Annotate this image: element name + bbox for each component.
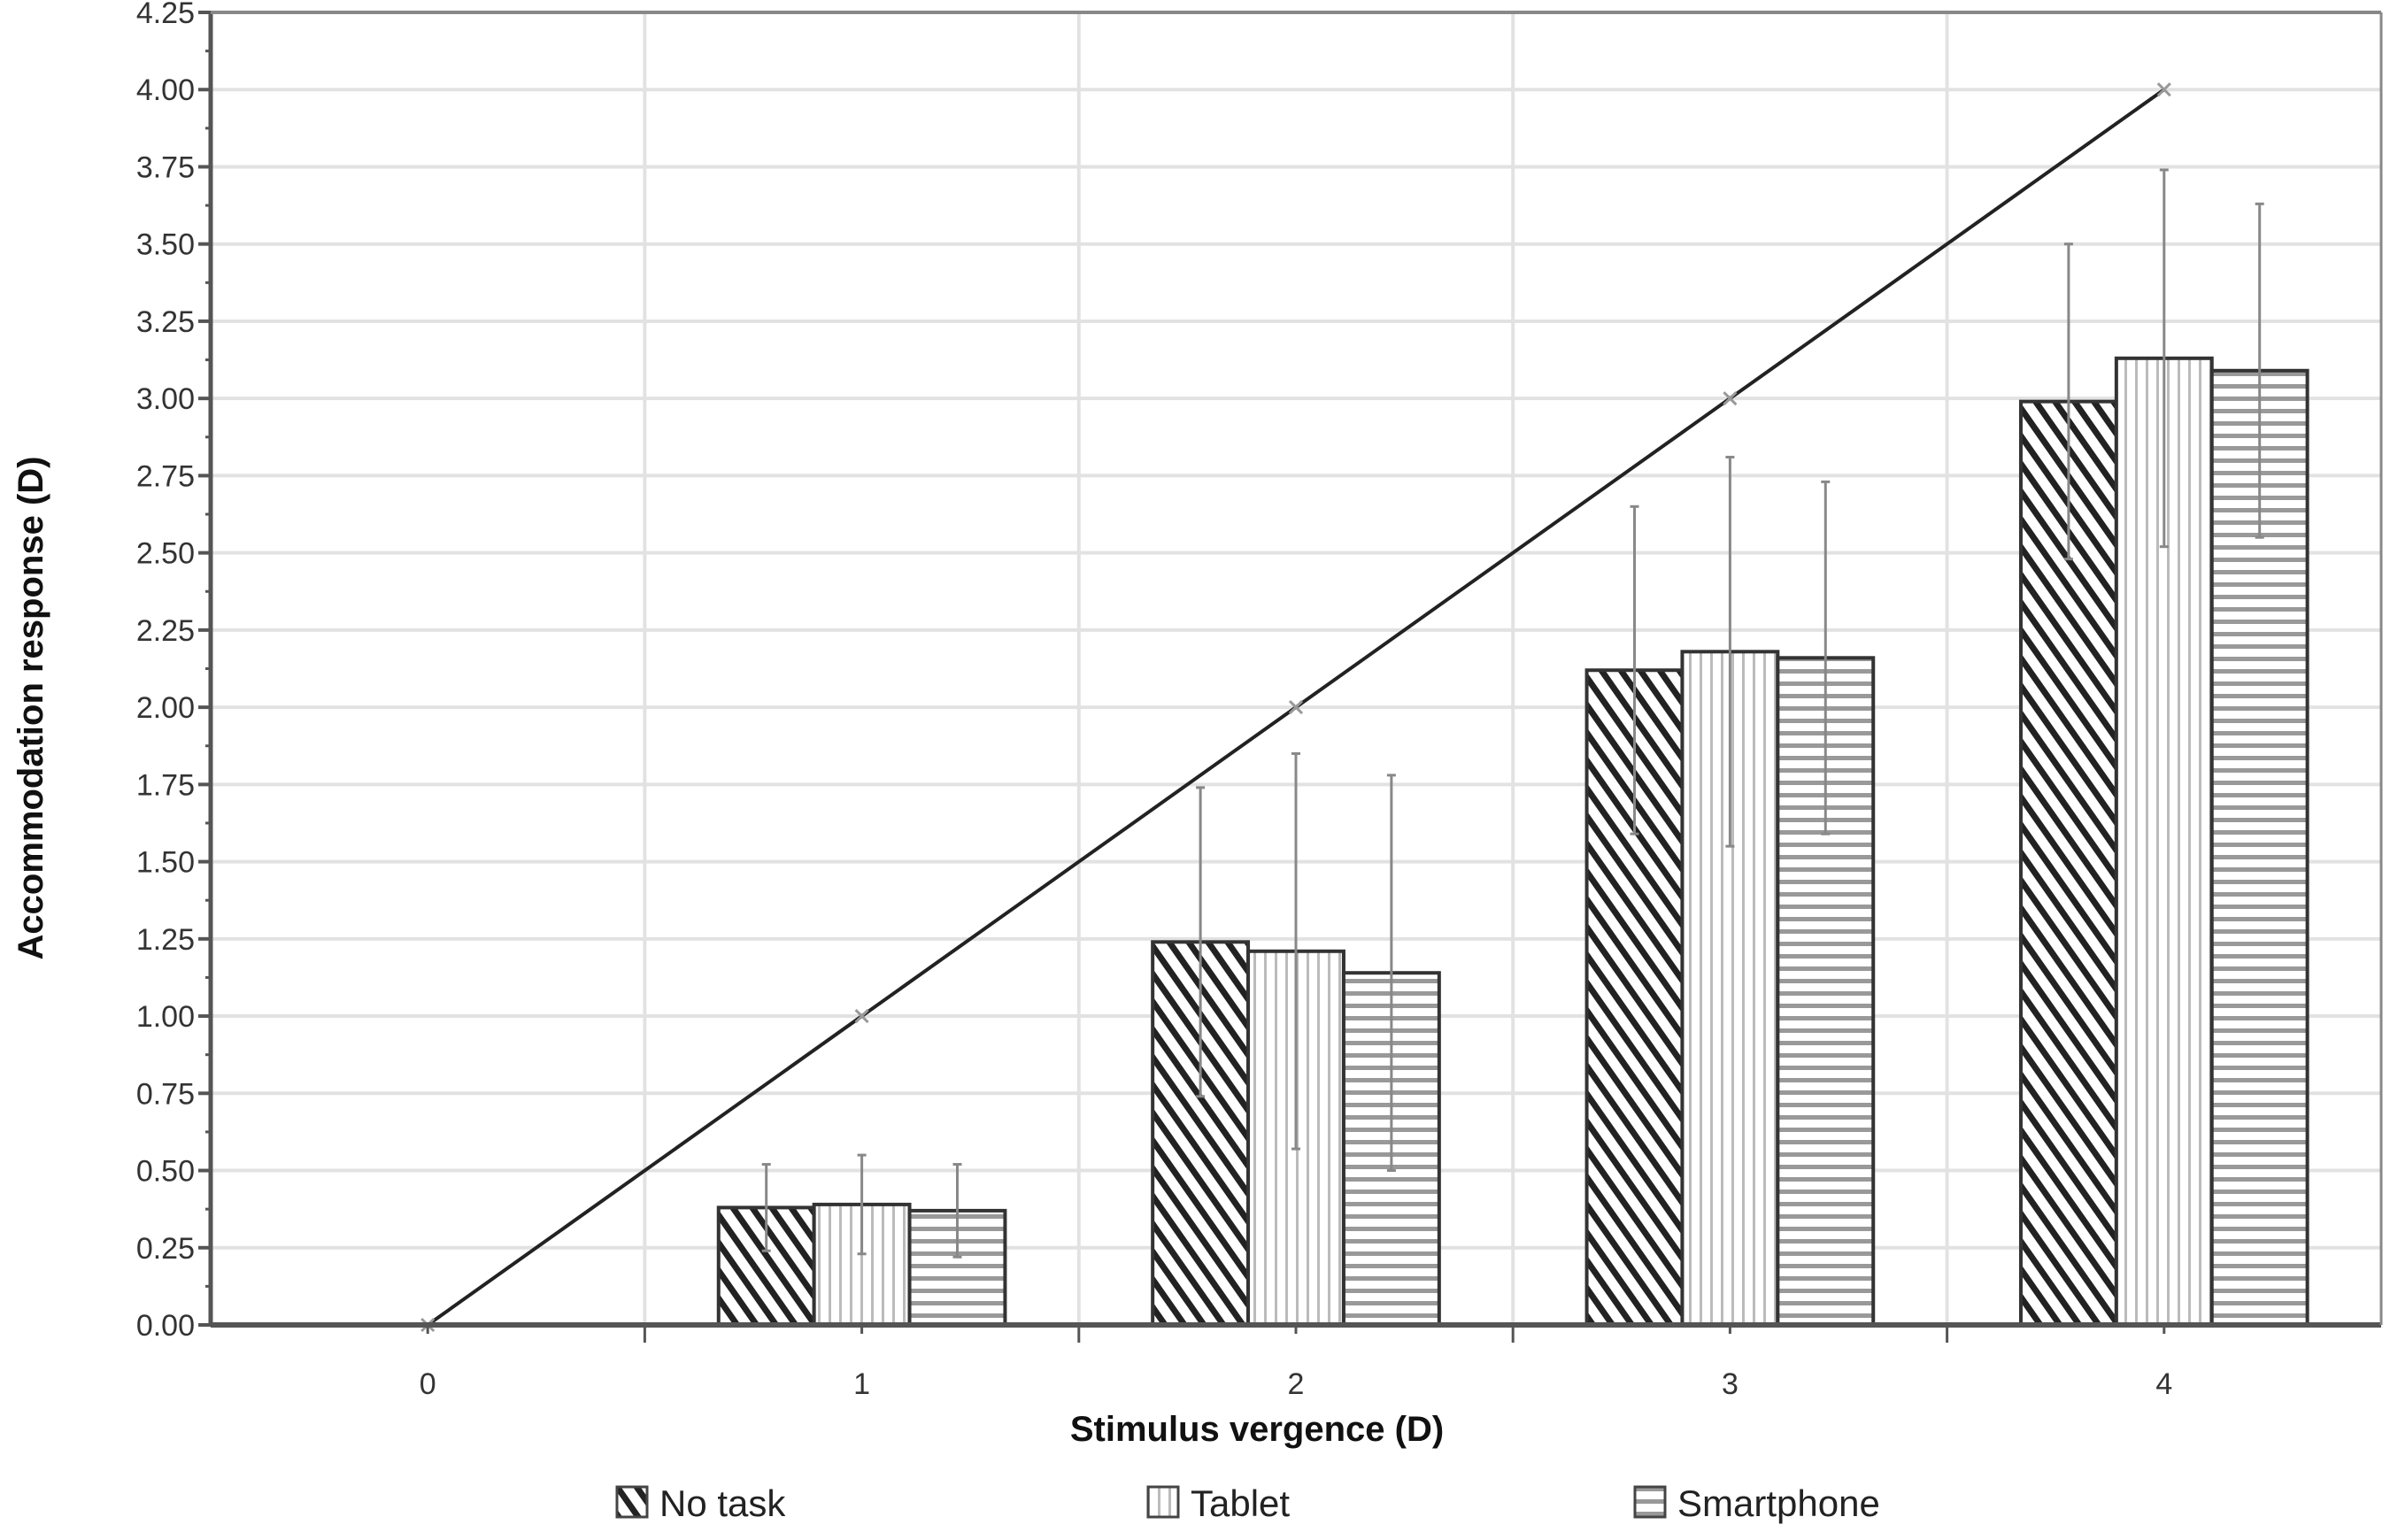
legend-swatch-smartphone: [1633, 1485, 1667, 1519]
error-bars: [761, 168, 2264, 1259]
y-tick-label: 0.50: [136, 1155, 195, 1189]
y-tick-label: 1.25: [136, 923, 195, 957]
y-tick-label: 1.50: [136, 846, 195, 880]
reference-point-marker: [1723, 391, 1738, 406]
x-axis-title: Stimulus vergence (D): [1070, 1410, 1444, 1449]
y-tick-label: 0.25: [136, 1232, 195, 1266]
x-tick-label: 4: [2155, 1367, 2172, 1401]
y-tick-label: 0.75: [136, 1077, 195, 1111]
axes: [198, 11, 2383, 1343]
y-tick-label: 3.50: [136, 228, 195, 262]
y-tick-label: 3.75: [136, 150, 195, 184]
x-tick-label: 2: [1288, 1367, 1305, 1401]
reference-point-marker: [2156, 82, 2171, 97]
y-tick-label: 3.00: [136, 382, 195, 416]
tick-labels: 0.00 0.25 0.50 0.75 1.00 1.25 1.50 1.75 2.00 2.25…: [136, 0, 2172, 1401]
y-tick-label: 0.00: [136, 1309, 195, 1343]
x-tick-label: 1: [853, 1367, 870, 1401]
reference-point-marker: [1288, 700, 1304, 715]
legend-swatch-tablet: [1146, 1485, 1180, 1519]
y-tick-label: 2.25: [136, 614, 195, 648]
reference-line: [420, 82, 2171, 1333]
y-tick-label: 2.50: [136, 537, 195, 571]
y-axis-title: Accommodation response (D): [12, 457, 50, 960]
y-tick-label: 2.75: [136, 459, 195, 493]
y-tick-label: 3.25: [136, 305, 195, 339]
reference-point-marker: [854, 1008, 869, 1024]
x-tick-label: 0: [420, 1367, 436, 1401]
y-tick-label: 4.00: [136, 73, 195, 107]
y-tick-label: 1.75: [136, 768, 195, 802]
y-tick-label: 4.25: [136, 0, 195, 30]
legend: No task Tablet Smartphone: [615, 1482, 1880, 1524]
y-tick-label: 1.00: [136, 1000, 195, 1034]
legend-swatch-no-task: [615, 1485, 649, 1519]
legend-label-no-task: No task: [659, 1482, 786, 1524]
x-tick-label: 3: [1722, 1367, 1739, 1401]
y-tick-label: 2.00: [136, 691, 195, 725]
legend-label-smartphone: Smartphone: [1677, 1482, 1880, 1524]
legend-label-tablet: Tablet: [1191, 1482, 1290, 1524]
